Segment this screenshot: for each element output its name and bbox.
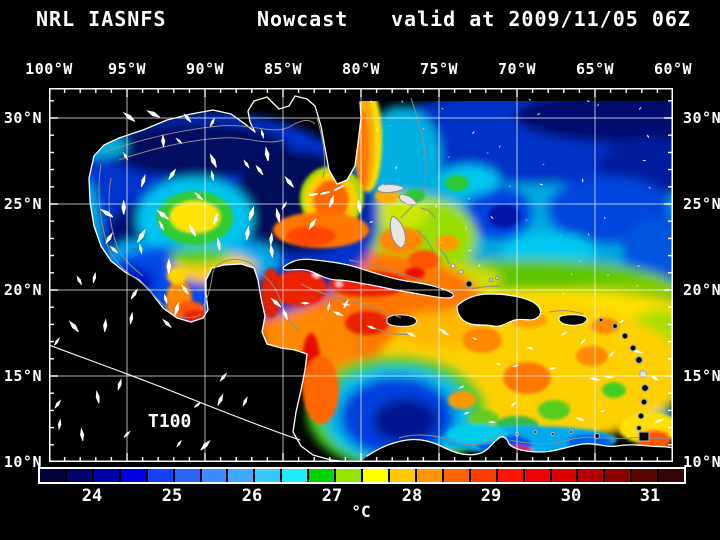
colorbar-tick-label: 30 [560,486,582,506]
lat-tick-label: 20°N [3,281,42,299]
lat-tick-label: 10°N [3,453,42,471]
colorbar-cell [497,469,523,482]
colorbar-cell [416,469,442,482]
colorbar-tick-label: 27 [321,486,343,506]
colorbar-cell [363,469,388,482]
depth-annotation: T100 [148,411,191,432]
colorbar-cell [40,469,65,482]
current-vector-arrows [53,98,664,451]
colorbar-cell [93,469,119,482]
colorbar-cell [147,469,173,482]
map-plot: T100 [49,88,673,462]
florida-keys [309,185,344,196]
colorbar-cell [605,469,631,482]
colorbar-cell [578,469,604,482]
title-agency: NRL IASNFS [36,7,167,31]
lat-tick-label: 15°N [683,367,720,385]
lon-tick-label: 75°W [419,60,459,78]
colorbar-cell [389,469,415,482]
land-jamaica [386,314,418,327]
colorbar-cell [120,469,146,482]
lat-tick-label: 30°N [3,109,42,127]
lon-tick-label: 90°W [185,60,225,78]
colorbar-cell [66,469,92,482]
colorbar-tick-label: 31 [639,486,661,506]
colorbar-tick-label: 26 [241,486,263,506]
lat-tick-label: 25°N [3,195,42,213]
pacific-coastline [49,344,301,441]
lon-tick-label: 80°W [341,60,381,78]
colorbar-cell [524,469,550,482]
colorbar-cell [201,469,227,482]
title-valid-time: valid at 2009/11/05 06Z [391,7,691,31]
lat-tick-label: 30°N [683,109,720,127]
colorbar-cell [309,469,335,482]
colorbar-tick-label: 28 [401,486,423,506]
lon-tick-label: 85°W [263,60,303,78]
colorbar-cell [336,469,362,482]
colorbar-tick-label: 29 [480,486,502,506]
colorbar-cell [470,469,496,482]
lon-tick-label: 65°W [575,60,615,78]
colorbar-cell [551,469,577,482]
frame-ticks [50,89,672,461]
lon-tick-label: 95°W [107,60,147,78]
plot-frame [49,88,673,462]
title-product: Nowcast [257,7,349,31]
colorbar-cell [443,469,469,482]
colorbar-cell [282,469,308,482]
colorbar-cell [228,469,254,482]
lat-tick-label: 25°N [683,195,720,213]
domain-boundary-mask [355,88,673,101]
lat-tick-label: 20°N [683,281,720,299]
lat-tick-label: 10°N [683,453,720,471]
colorbar-cell [659,469,685,482]
land-puerto-rico [558,314,588,326]
lon-tick-label: 70°W [497,60,537,78]
bahamas-banks [376,183,500,288]
colorbar-cell [255,469,281,482]
graticule [49,88,673,462]
lon-tick-label: 100°W [25,60,73,78]
colorbar-cell [174,469,200,482]
colorbar-cell [632,469,658,482]
colorbar-unit-label: °C [351,502,371,521]
lat-tick-label: 15°N [3,367,42,385]
lon-tick-label: 60°W [653,60,693,78]
colorbar-tick-label: 25 [161,486,183,506]
colorbar [38,467,686,484]
land-hispaniola [456,293,542,327]
colorbar-tick-label: 24 [81,486,103,506]
